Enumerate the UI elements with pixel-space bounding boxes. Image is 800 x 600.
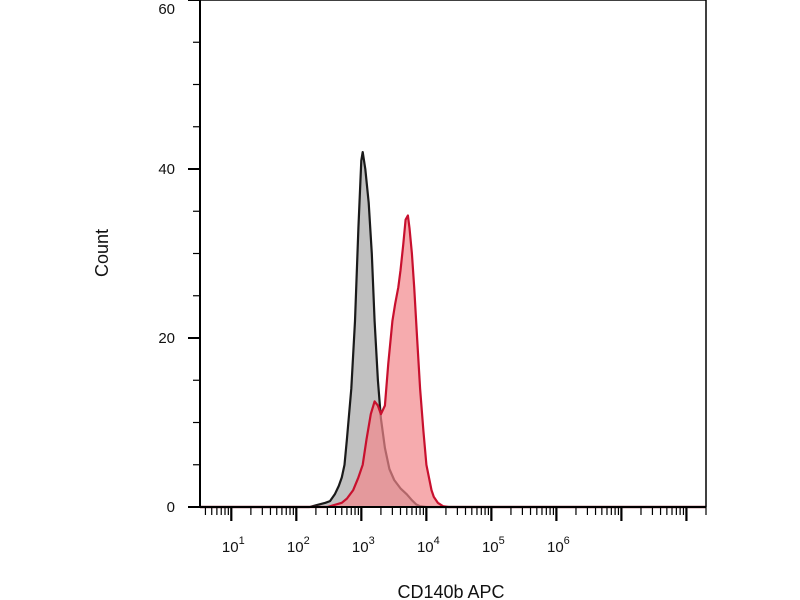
y-axis-label: Count (92, 229, 112, 277)
x-axis-ticks: 101 102 103 104 105 106 (204, 507, 707, 556)
series-1-area (200, 152, 706, 507)
plot-frame (199, 0, 707, 508)
y-tick-label: 60 (158, 1, 175, 18)
y-tick-label: 20 (158, 330, 175, 347)
series-layer (200, 151, 706, 509)
series-1-line (200, 151, 706, 509)
x-axis-label: CD140b APC (397, 582, 504, 600)
x-tick-label: 101 (222, 535, 245, 556)
series-2-area (200, 215, 706, 507)
y-tick-label: 0 (167, 499, 175, 516)
x-tick-label: 103 (352, 535, 375, 556)
x-tick-label: 105 (482, 535, 505, 556)
series-2-line (200, 214, 706, 509)
y-tick-label: 40 (158, 161, 175, 178)
x-tick-label: 104 (417, 535, 440, 556)
x-tick-label: 106 (547, 535, 570, 556)
y-axis-ticks: 0 20 40 60 (158, 0, 200, 516)
x-tick-label: 102 (287, 535, 310, 556)
